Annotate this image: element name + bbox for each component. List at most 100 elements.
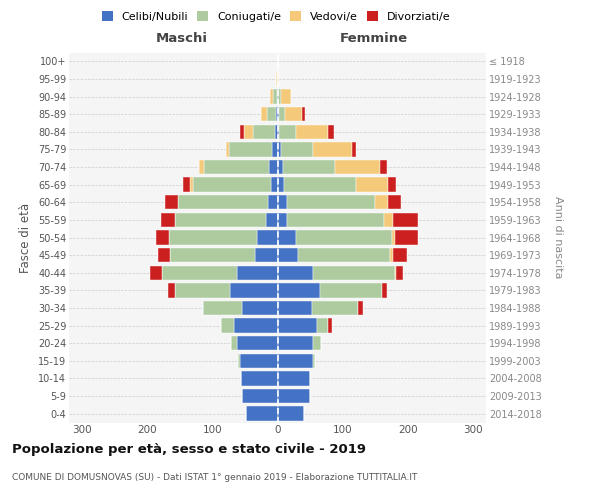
Bar xyxy=(269,160,277,174)
Bar xyxy=(388,195,401,210)
Bar xyxy=(155,230,169,244)
Bar xyxy=(394,212,418,227)
Bar xyxy=(281,90,291,104)
Bar xyxy=(183,178,190,192)
Text: Maschi: Maschi xyxy=(155,32,208,45)
Bar xyxy=(277,178,284,192)
Bar xyxy=(384,212,394,227)
Bar xyxy=(238,354,240,368)
Y-axis label: Anni di nascita: Anni di nascita xyxy=(553,196,563,279)
Bar xyxy=(237,336,277,350)
Bar xyxy=(277,354,313,368)
Bar xyxy=(162,266,237,280)
Bar xyxy=(244,124,253,139)
Bar xyxy=(277,301,312,315)
Bar xyxy=(277,124,280,139)
Bar xyxy=(158,248,170,262)
Bar xyxy=(277,318,317,333)
Bar xyxy=(246,406,277,421)
Bar xyxy=(254,248,277,262)
Bar xyxy=(199,160,204,174)
Bar xyxy=(358,301,363,315)
Bar xyxy=(272,142,277,156)
Bar xyxy=(277,212,287,227)
Bar xyxy=(151,266,162,280)
Bar xyxy=(276,107,277,122)
Bar xyxy=(396,266,403,280)
Bar xyxy=(230,336,237,350)
Bar xyxy=(276,72,277,86)
Bar xyxy=(277,336,313,350)
Bar xyxy=(240,354,277,368)
Bar xyxy=(229,142,272,156)
Text: Femmine: Femmine xyxy=(340,32,407,45)
Bar xyxy=(226,142,229,156)
Bar xyxy=(313,336,321,350)
Bar xyxy=(230,283,277,298)
Bar xyxy=(253,124,275,139)
Bar xyxy=(393,248,407,262)
Bar xyxy=(278,72,280,86)
Bar xyxy=(175,212,266,227)
Bar xyxy=(277,406,304,421)
Y-axis label: Fasce di età: Fasce di età xyxy=(19,202,32,272)
Bar xyxy=(277,107,279,122)
Bar xyxy=(395,266,396,280)
Bar xyxy=(277,283,320,298)
Bar xyxy=(260,107,267,122)
Bar xyxy=(283,160,335,174)
Bar xyxy=(268,195,277,210)
Bar xyxy=(280,124,296,139)
Bar xyxy=(193,178,271,192)
Bar xyxy=(277,230,296,244)
Bar xyxy=(335,160,380,174)
Bar xyxy=(317,318,328,333)
Bar xyxy=(277,195,287,210)
Text: Popolazione per età, sesso e stato civile - 2019: Popolazione per età, sesso e stato civil… xyxy=(12,442,366,456)
Bar xyxy=(320,283,382,298)
Bar xyxy=(175,283,230,298)
Bar xyxy=(257,230,277,244)
Bar xyxy=(278,90,281,104)
Bar xyxy=(356,178,388,192)
Bar xyxy=(271,90,273,104)
Bar xyxy=(352,142,356,156)
Bar xyxy=(277,371,310,386)
Bar xyxy=(273,90,277,104)
Bar xyxy=(277,248,298,262)
Bar xyxy=(287,212,384,227)
Bar xyxy=(284,178,356,192)
Bar xyxy=(392,230,395,244)
Bar xyxy=(267,107,276,122)
Bar xyxy=(296,124,328,139)
Bar xyxy=(168,283,175,298)
Bar xyxy=(287,195,375,210)
Legend: Celibi/Nubili, Coniugati/e, Vedovi/e, Divorziati/e: Celibi/Nubili, Coniugati/e, Vedovi/e, Di… xyxy=(98,8,454,25)
Bar xyxy=(275,124,277,139)
Bar xyxy=(313,354,314,368)
Bar xyxy=(388,178,396,192)
Bar xyxy=(277,266,313,280)
Bar xyxy=(328,318,332,333)
Bar xyxy=(389,248,393,262)
Bar xyxy=(279,107,286,122)
Bar xyxy=(204,160,269,174)
Bar xyxy=(313,266,395,280)
Bar xyxy=(277,90,278,104)
Bar xyxy=(271,178,277,192)
Bar xyxy=(277,389,310,404)
Bar xyxy=(277,142,281,156)
Bar xyxy=(281,142,313,156)
Bar xyxy=(165,195,178,210)
Text: COMUNE DI DOMUSNOVAS (SU) - Dati ISTAT 1° gennaio 2019 - Elaborazione TUTTITALIA: COMUNE DI DOMUSNOVAS (SU) - Dati ISTAT 1… xyxy=(12,472,418,482)
Bar xyxy=(312,301,358,315)
Bar xyxy=(375,195,388,210)
Bar xyxy=(277,160,283,174)
Bar xyxy=(286,107,302,122)
Bar xyxy=(234,318,277,333)
Bar xyxy=(328,124,334,139)
Bar xyxy=(296,230,392,244)
Bar xyxy=(241,371,277,386)
Bar xyxy=(242,389,277,404)
Bar xyxy=(382,283,387,298)
